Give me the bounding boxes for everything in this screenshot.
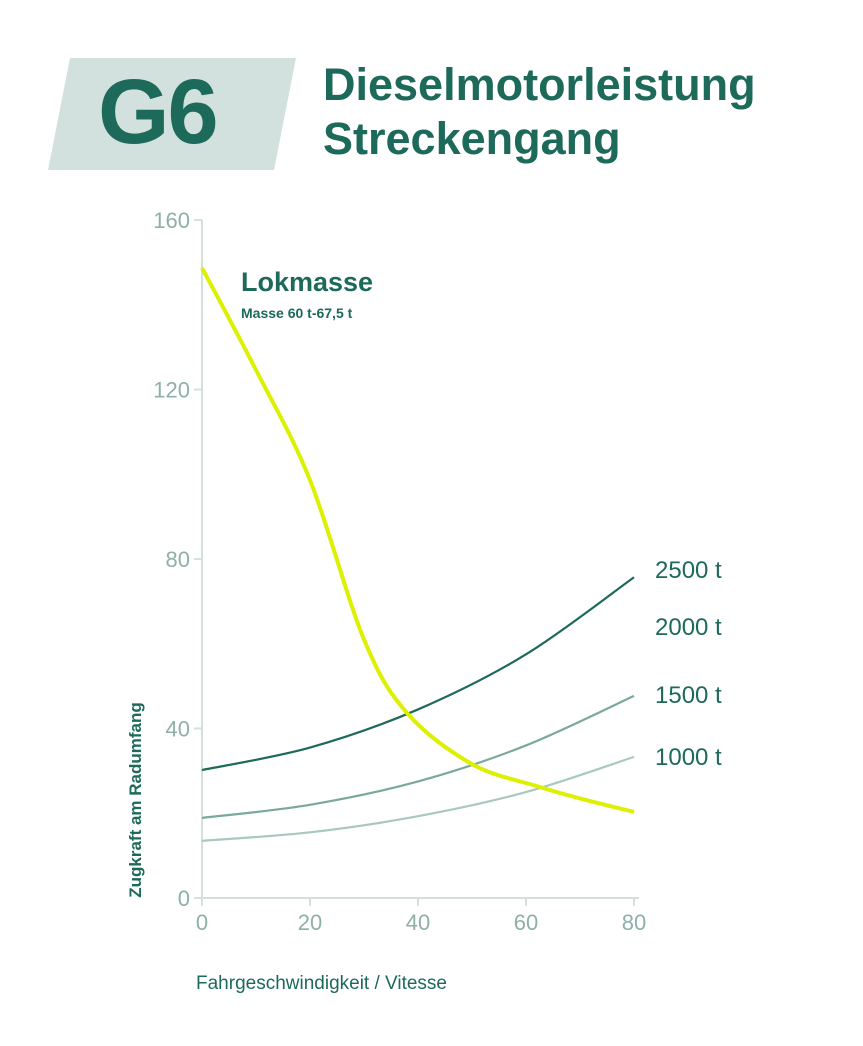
title-line-2: Streckengang <box>323 113 621 164</box>
series-line-lokmasse <box>200 266 635 814</box>
y-tick-label: 120 <box>153 378 190 403</box>
series-label: 2500 t <box>655 557 722 584</box>
y-axis-label: Zugkraft am Radumfang <box>126 702 145 898</box>
series-label: 1000 t <box>655 744 722 771</box>
chart-badge <box>48 58 296 170</box>
page-title: Dieselmotorleistung Streckengang <box>323 58 756 166</box>
x-tick-label: 60 <box>514 910 538 935</box>
annotation-title: Lokmasse <box>241 267 374 297</box>
x-tick-label: 0 <box>196 910 208 935</box>
x-tick-label: 80 <box>622 910 646 935</box>
x-tick-label: 40 <box>406 910 430 935</box>
x-tick-label: 20 <box>298 910 322 935</box>
series-label: 2000 t <box>655 614 722 641</box>
series-label: 1500 t <box>655 682 722 709</box>
x-axis-label: Fahrgeschwindigkeit / Vitesse <box>196 973 447 994</box>
y-tick-label: 0 <box>178 886 190 911</box>
title-line-1: Dieselmotorleistung <box>323 59 756 110</box>
badge-background <box>48 58 296 170</box>
badge-label: G6 <box>98 61 219 163</box>
series-line-1000-t <box>201 755 635 842</box>
y-tick-label: 160 <box>153 208 190 233</box>
y-tick-label: 40 <box>166 717 190 742</box>
series-line-2500-t <box>201 576 635 772</box>
y-tick-label: 80 <box>166 547 190 572</box>
series-line-1500-t <box>201 694 635 820</box>
annotation-subtitle: Masse 60 t-67,5 t <box>241 305 353 321</box>
